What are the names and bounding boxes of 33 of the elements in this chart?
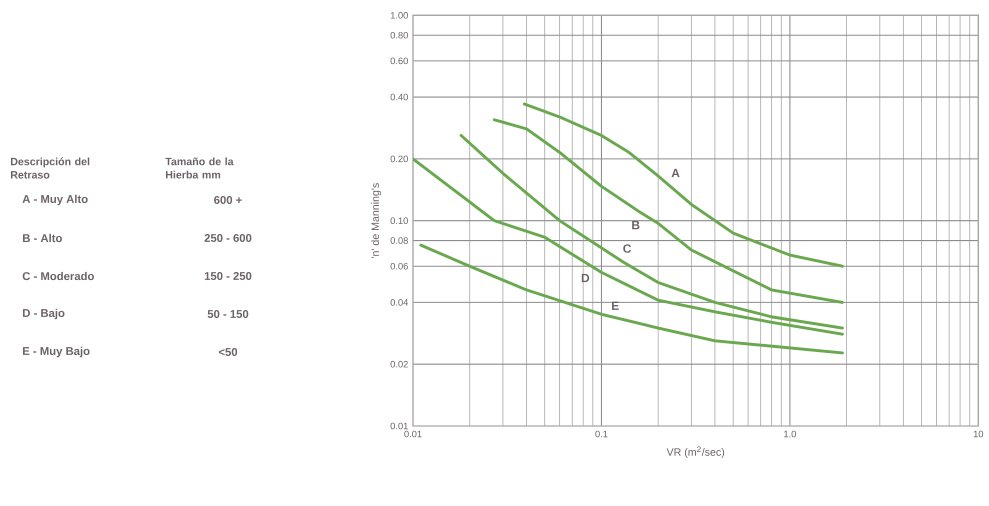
text: B - Alto [23, 234, 62, 242]
x-tick-label: 10 [974, 430, 984, 438]
y-tick-label: 0.02 [390, 360, 408, 368]
series-label: A [672, 168, 680, 178]
series-label: B [632, 221, 640, 230]
text: 250 - 600 [204, 234, 252, 242]
text: D - Bajo [23, 308, 64, 320]
y-tick-label: 0.20 [390, 156, 408, 162]
series-label: C [623, 244, 632, 253]
text: A - Muy Alto [22, 194, 88, 206]
y-tick-label: 0.06 [390, 262, 408, 270]
y-tick-label: 0.80 [390, 32, 408, 39]
y-tick-label: 0.10 [390, 217, 408, 224]
y-tick-label: 0.01 [390, 422, 408, 430]
text: 50 - 150 [208, 310, 248, 318]
y-tick-label: 0.08 [390, 237, 408, 244]
text: E - Muy Bajo [23, 346, 90, 358]
text: C - Moderado [22, 272, 94, 280]
text: 600 + [214, 196, 242, 204]
x-tick-label: 1.0 [784, 430, 796, 438]
y-axis-title: 'n' de Manning's [371, 183, 382, 258]
y-tick-label: 1.00 [390, 12, 408, 19]
y-tick-label: 0.60 [390, 58, 408, 64]
x-tick-label: 0.01 [404, 430, 422, 438]
y-tick-label: 0.40 [390, 94, 408, 100]
text: <50 [218, 348, 238, 356]
text: Tamaño de la Hierba mm [165, 157, 234, 179]
text: 150 - 250 [204, 272, 252, 280]
y-tick-label: 0.04 [390, 299, 408, 306]
x-tick-label: 0.1 [595, 430, 608, 438]
text: Descripción del Retraso [10, 157, 90, 179]
x-axis-title: VR (m$^{2}$/sec) [666, 446, 724, 458]
series-label: E [612, 302, 619, 310]
